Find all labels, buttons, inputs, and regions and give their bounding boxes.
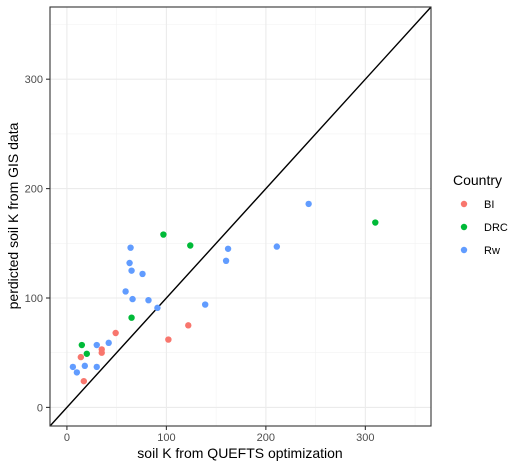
point-rw	[122, 288, 129, 295]
point-rw	[224, 245, 232, 252]
legend-item-drc: DRC	[460, 222, 508, 234]
legend-key-rw	[460, 246, 468, 254]
points-layer	[69, 200, 379, 385]
point-bi	[77, 353, 85, 361]
y-tick-label: 0	[37, 402, 43, 414]
point-rw	[305, 200, 312, 208]
x-tick-label: 0	[64, 432, 70, 444]
point-rw	[201, 301, 209, 308]
grid-minor	[50, 7, 431, 426]
point-drc	[128, 314, 135, 321]
point-rw	[222, 257, 230, 265]
point-rw	[273, 243, 281, 250]
point-drc	[83, 350, 91, 357]
legend-label-rw: Rw	[484, 245, 500, 257]
point-rw	[154, 304, 161, 312]
point-rw	[93, 363, 100, 371]
point-drc	[160, 231, 167, 238]
x-tick-label: 200	[257, 432, 275, 444]
panel-border	[49, 6, 432, 427]
point-bi	[80, 377, 88, 385]
legend: Country BI DRC Rw	[453, 172, 508, 257]
point-rw	[129, 295, 136, 303]
point-bi	[165, 336, 172, 343]
y-axis-label: perdicted soil K from GIS data	[5, 122, 21, 309]
reference-line	[49, 6, 432, 427]
y-tick-label: 200	[25, 184, 43, 196]
point-rw	[93, 341, 100, 349]
point-bi	[185, 322, 192, 329]
x-axis-label: soil K from QUEFTS optimization	[137, 445, 342, 461]
point-rw	[127, 244, 134, 251]
point-rw	[126, 259, 133, 267]
reference-line-layer	[49, 6, 432, 427]
point-rw	[139, 270, 146, 278]
x-tick-label: 300	[356, 432, 374, 444]
legend-item-rw: Rw	[460, 245, 500, 257]
point-drc	[78, 341, 86, 349]
legend-label-bi: BI	[484, 199, 494, 211]
point-rw	[69, 363, 77, 371]
grid-major	[50, 7, 431, 426]
legend-item-bi: BI	[460, 199, 494, 211]
point-bi	[112, 329, 119, 337]
legend-label-drc: DRC	[484, 222, 508, 234]
axes-layer: 0 100 200 300 0 100 200 300	[25, 6, 432, 444]
y-tick-label: 300	[25, 74, 43, 86]
legend-title: Country	[453, 172, 502, 188]
point-rw	[81, 362, 89, 370]
legend-key-bi	[460, 200, 468, 208]
y-tick-label: 100	[25, 293, 43, 305]
legend-key-drc	[460, 223, 468, 231]
point-drc	[372, 219, 379, 226]
point-bi	[98, 349, 105, 356]
x-tick-label: 100	[157, 432, 175, 444]
point-rw	[105, 339, 112, 347]
point-rw	[145, 296, 152, 304]
point-drc	[187, 242, 194, 249]
point-rw	[128, 267, 135, 274]
point-rw	[73, 369, 81, 376]
